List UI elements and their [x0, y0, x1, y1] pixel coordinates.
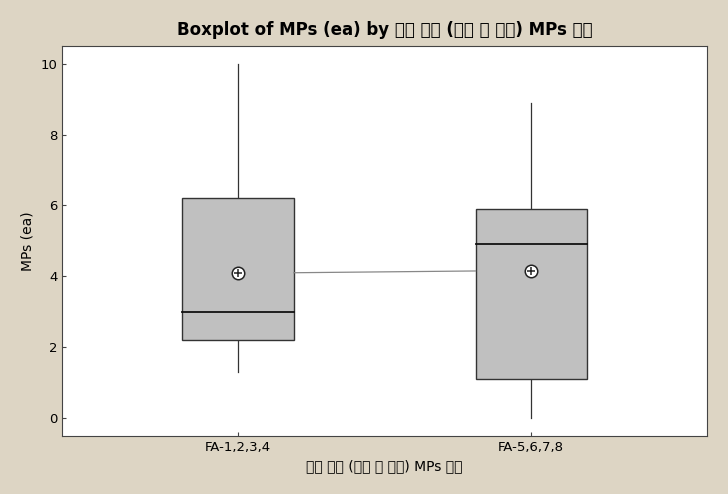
Bar — [182, 198, 294, 340]
X-axis label: 국내 간장 (한식 및 양조) MPs 비교: 국내 간장 (한식 및 양조) MPs 비교 — [306, 459, 463, 473]
Y-axis label: MPs (ea): MPs (ea) — [21, 211, 35, 271]
Title: Boxplot of MPs (ea) by 국내 간장 (한식 및 양조) MPs 비교: Boxplot of MPs (ea) by 국내 간장 (한식 및 양조) M… — [177, 21, 593, 39]
Bar — [475, 209, 587, 379]
